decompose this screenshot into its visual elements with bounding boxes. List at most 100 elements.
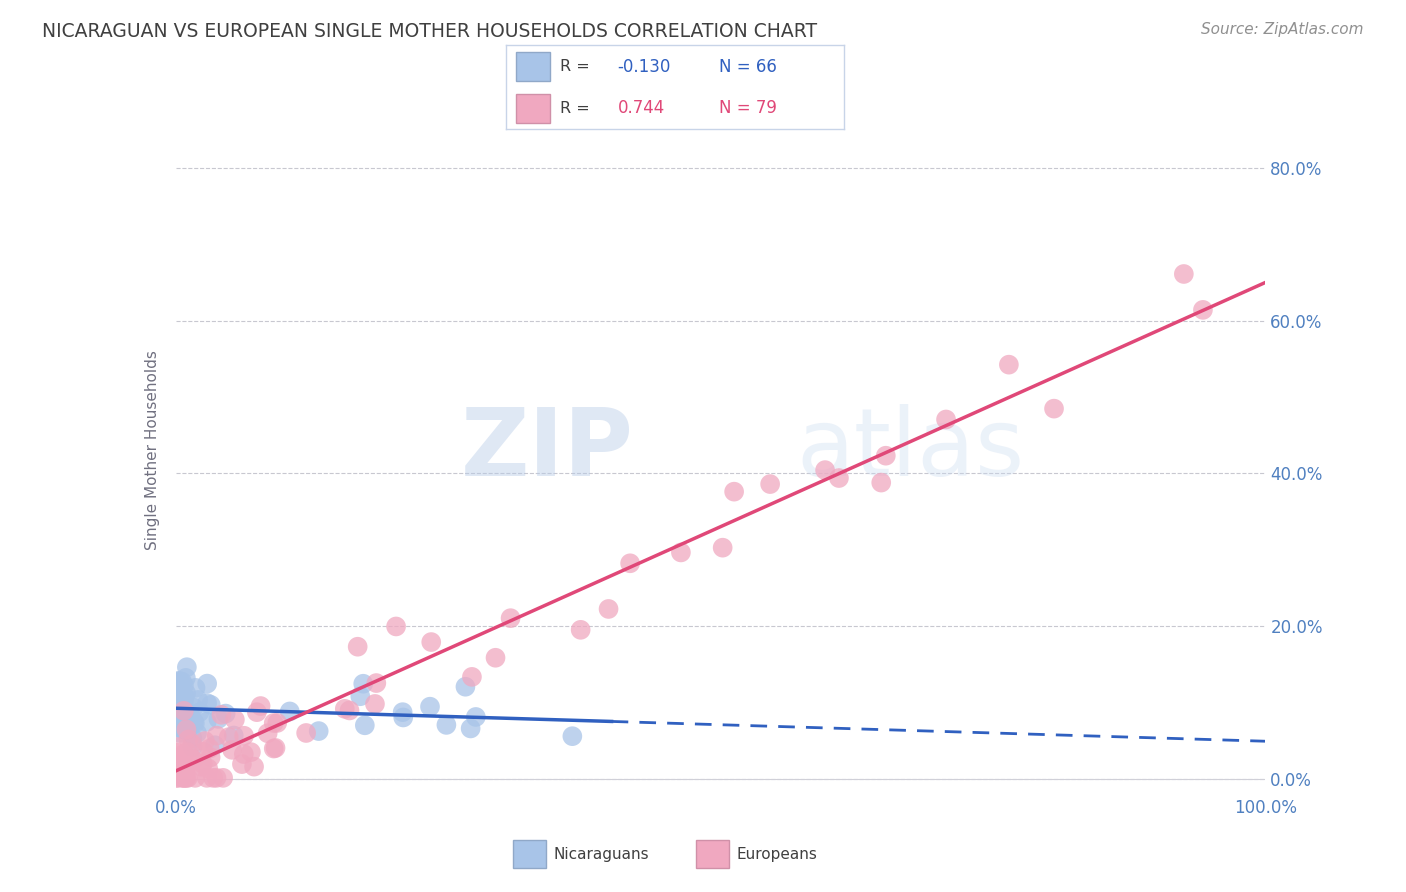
Point [174,771,197,785]
Point [349,690,371,704]
Point [195,771,218,785]
Point [166,765,188,780]
Point [166,708,188,723]
Point [464,710,486,724]
Point [385,619,408,633]
Point [172,710,194,724]
Text: atlas: atlas [797,404,1025,497]
Point [170,674,193,689]
Point [197,761,219,775]
Point [264,740,287,755]
Point [209,707,232,722]
Point [569,623,592,637]
Point [181,731,204,745]
Point [231,757,253,772]
Point [184,716,207,731]
Point [183,753,205,767]
Point [174,671,197,685]
Point [195,714,218,729]
Point [419,699,441,714]
Text: -0.130: -0.130 [617,58,671,76]
Point [172,747,194,762]
Point [184,681,207,695]
Point [263,741,285,756]
Point [195,696,218,710]
Point [179,709,201,723]
Point [266,715,288,730]
Point [1192,302,1215,317]
Point [173,690,195,705]
Point [460,722,482,736]
Point [166,689,188,703]
Point [167,675,190,690]
Point [177,732,200,747]
Point [200,750,222,764]
Text: Europeans: Europeans [737,847,817,862]
Point [239,745,262,759]
Point [166,771,188,785]
Point [170,696,193,710]
Point [205,729,228,743]
FancyBboxPatch shape [516,94,550,122]
Point [619,556,641,570]
Point [391,705,413,719]
Point [166,762,188,776]
Point [193,745,215,759]
Point [179,720,201,734]
Text: ZIP: ZIP [461,404,633,497]
Point [173,723,195,738]
Point [561,729,583,743]
Point [170,712,193,726]
Point [295,726,318,740]
Text: R =: R = [560,101,591,116]
Point [166,760,188,774]
Point [723,484,745,499]
Point [187,693,209,707]
Point [212,771,235,785]
Point [875,449,897,463]
Point [186,726,208,740]
Point [173,707,195,722]
Point [204,738,226,752]
Point [180,709,202,723]
Point [364,697,387,711]
Point [256,726,278,740]
FancyBboxPatch shape [516,53,550,81]
Point [181,739,204,754]
Point [173,704,195,718]
Point [759,477,782,491]
Point [233,729,256,743]
Text: N = 79: N = 79 [718,99,776,117]
Point [183,700,205,714]
Point [167,673,190,688]
Point [669,545,692,559]
Point [598,602,620,616]
Point [166,705,188,719]
Point [420,635,443,649]
Point [166,720,188,734]
Point [169,701,191,715]
Point [205,771,228,785]
Point [166,746,188,760]
Point [339,703,361,717]
Point [814,463,837,477]
Point [173,710,195,724]
Point [454,680,477,694]
Point [232,747,254,761]
Point [353,718,375,732]
Point [207,712,229,726]
Point [167,674,190,689]
Point [1173,267,1195,281]
Point [176,723,198,737]
Point [484,650,506,665]
Point [214,706,236,721]
Point [176,745,198,759]
Point [184,771,207,785]
Point [174,764,197,778]
Point [166,721,188,735]
FancyBboxPatch shape [696,840,730,868]
Point [181,752,204,766]
Point [173,710,195,724]
Point [194,734,217,748]
Point [828,471,851,485]
